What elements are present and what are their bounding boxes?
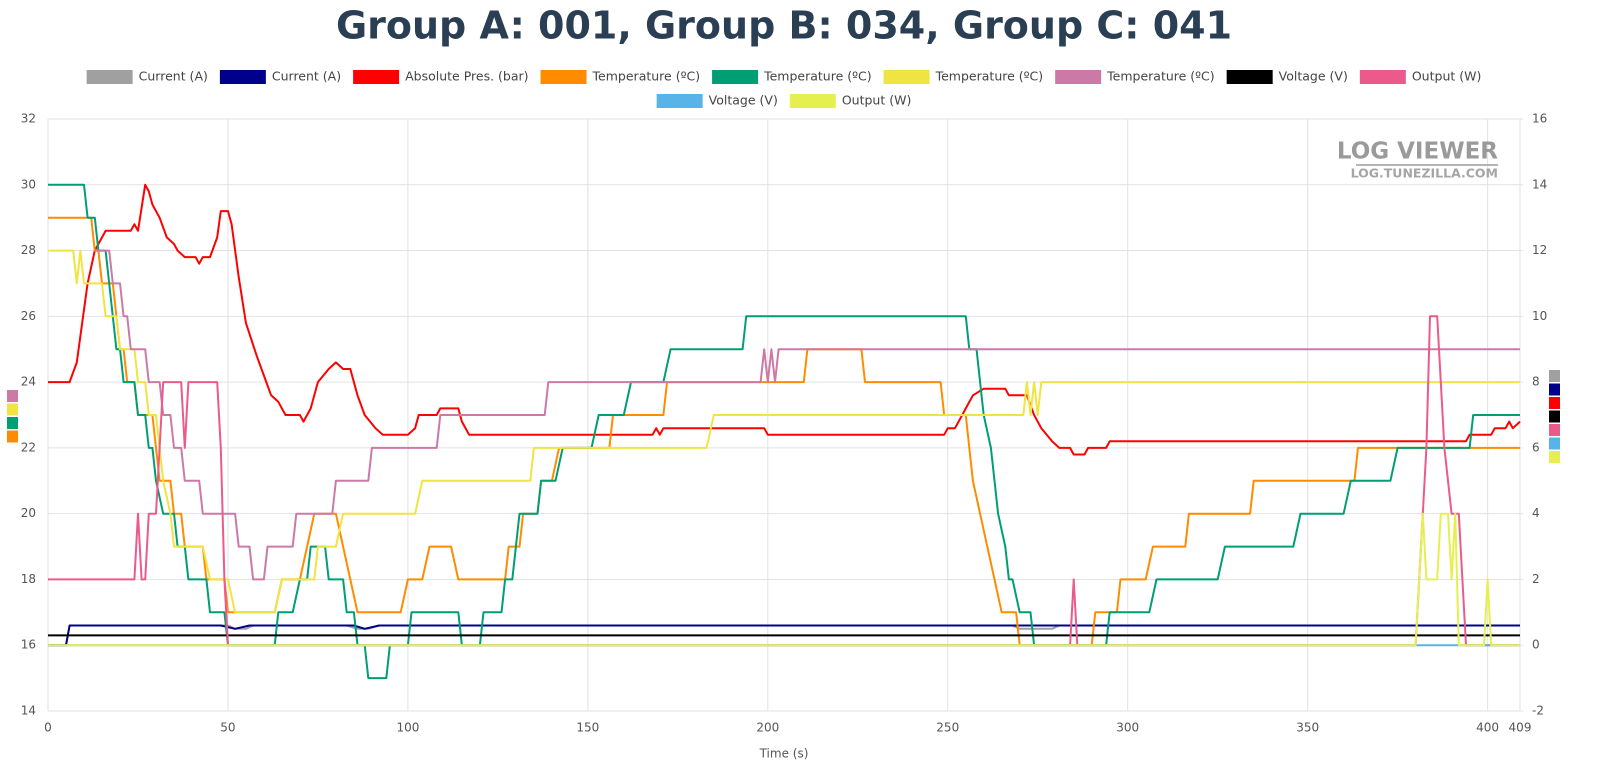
legend-swatch	[1359, 70, 1406, 84]
legend-label: Current (A)	[139, 69, 208, 84]
chart-title: Group A: 001, Group B: 034, Group C: 041	[336, 4, 1232, 48]
legend-label: Current (A)	[272, 69, 341, 84]
series-line	[48, 183, 1521, 456]
axis-swatch	[1549, 437, 1560, 450]
legend-swatch	[219, 70, 266, 84]
y2-tick-label: -2	[1532, 704, 1544, 718]
y-tick-label: 26	[21, 309, 36, 323]
y-tick-label: 14	[21, 704, 36, 718]
legend-item: Voltage (V)	[656, 93, 778, 108]
y-tick-label: 20	[21, 506, 36, 520]
legend-label: Temperature (ºC)	[763, 69, 872, 84]
x-tick-label: 150	[576, 721, 599, 735]
legend-label: Absolute Pres. (bar)	[405, 69, 528, 84]
x-tick-label: 350	[1296, 721, 1319, 735]
y-tick-label: 24	[21, 375, 36, 389]
legend-swatch	[86, 70, 133, 84]
legend-item: Temperature (ºC)	[712, 69, 872, 84]
x-tick-label: 300	[1116, 721, 1139, 735]
axis-swatch	[1549, 410, 1560, 423]
series-line	[94, 249, 1520, 581]
x-tick-label: 409	[1509, 721, 1532, 735]
y2-tick-label: 6	[1532, 440, 1540, 454]
legend-label: Temperature (ºC)	[592, 69, 701, 84]
y-tick-label: 18	[21, 572, 36, 586]
series-line	[48, 249, 1520, 614]
legend-item: Temperature (ºC)	[883, 69, 1044, 84]
watermark-title: LOG VIEWER	[1337, 139, 1498, 165]
axis-swatch	[1549, 370, 1560, 382]
legend-label: Voltage (V)	[709, 93, 778, 108]
y-tick-label: 28	[21, 243, 36, 257]
y2-tick-label: 10	[1532, 309, 1547, 323]
legend-swatch	[789, 94, 836, 108]
y2-tick-label: 0	[1532, 638, 1540, 652]
legend-label: Output (W)	[1412, 69, 1482, 84]
legend-swatch	[883, 70, 930, 84]
legend-item: Absolute Pres. (bar)	[353, 69, 529, 84]
series-line	[48, 512, 1520, 647]
series-line	[48, 183, 1520, 680]
series-line	[48, 216, 1520, 647]
x-tick-label: 50	[220, 721, 235, 735]
axis-swatch	[7, 403, 18, 416]
x-tick-label: 200	[756, 721, 779, 735]
y2-tick-label: 16	[1532, 112, 1547, 126]
legend-label: Temperature (ºC)	[935, 69, 1044, 84]
legend-swatch	[540, 70, 587, 84]
legend-item: Current (A)	[219, 69, 341, 84]
axis-swatch	[1549, 397, 1560, 409]
legend-item: Output (W)	[1359, 69, 1482, 84]
axis-swatch	[7, 417, 18, 429]
legend-swatch	[656, 94, 703, 108]
y2-tick-label: 12	[1532, 243, 1547, 257]
x-tick-label: 100	[396, 721, 419, 735]
x-tick-label: 0	[44, 721, 52, 735]
y2-tick-label: 2	[1532, 572, 1540, 586]
y2-tick-label: 8	[1532, 375, 1540, 389]
x-tick-label: 400	[1476, 721, 1499, 735]
axis-swatch	[1549, 424, 1560, 436]
y-tick-label: 22	[21, 440, 36, 454]
axis-swatch	[7, 390, 18, 402]
legend-label: Output (W)	[842, 93, 912, 108]
legend-item: Output (W)	[789, 93, 912, 108]
y2-tick-label: 14	[1532, 177, 1547, 191]
legend-label: Voltage (V)	[1279, 69, 1348, 84]
x-tick-label: 250	[936, 721, 959, 735]
legend-label: Temperature (ºC)	[1106, 69, 1215, 84]
legend-swatch	[1055, 70, 1102, 84]
legend-item: Voltage (V)	[1226, 69, 1348, 84]
y-tick-label: 32	[21, 112, 36, 126]
axis-swatch	[1549, 451, 1560, 463]
y-tick-label: 16	[21, 638, 36, 652]
legend-item: Temperature (ºC)	[1055, 69, 1215, 84]
y-tick-label: 30	[21, 177, 36, 191]
legend-swatch	[353, 70, 400, 84]
axis-swatch	[7, 430, 18, 443]
legend-swatch	[1226, 70, 1273, 84]
y2-tick-label: 4	[1532, 506, 1540, 520]
legend-item: Current (A)	[86, 69, 208, 84]
watermark-subtitle: LOG.TUNEZILLA.COM	[1351, 166, 1498, 181]
x-axis-label: Time (s)	[759, 747, 809, 761]
legend-swatch	[712, 70, 759, 84]
legend: Current (A) Current (A) Absolute Pres. (ba…	[86, 69, 1482, 108]
legend-item: Temperature (ºC)	[540, 69, 701, 84]
axis-swatch	[1549, 383, 1560, 396]
